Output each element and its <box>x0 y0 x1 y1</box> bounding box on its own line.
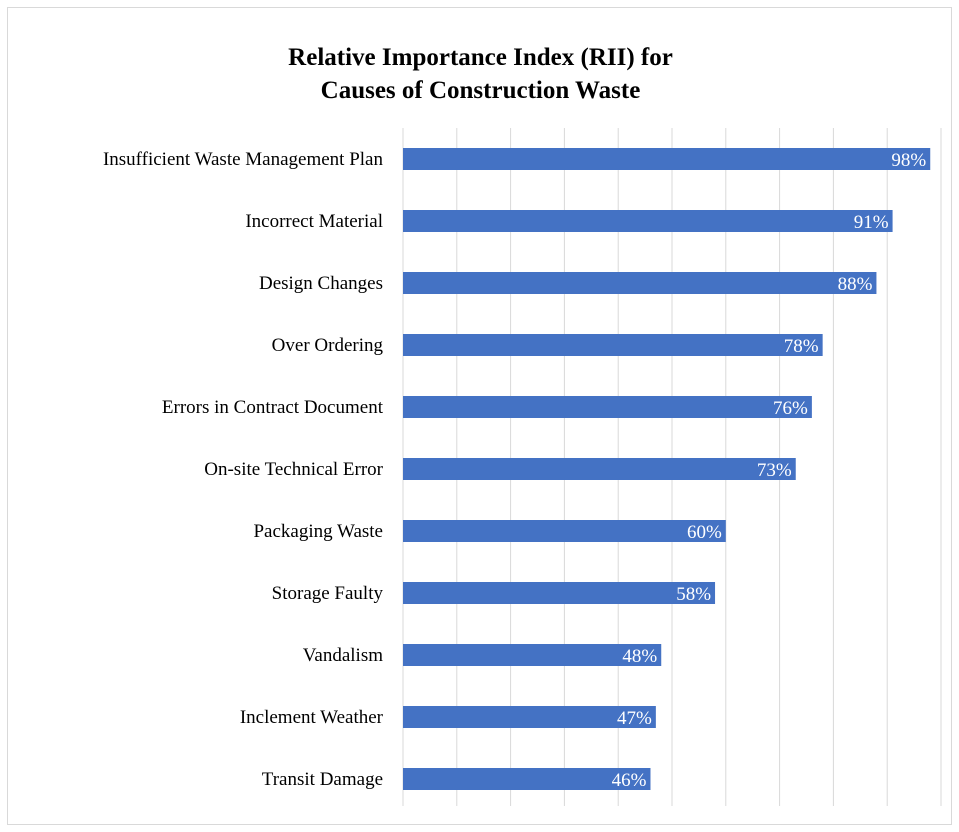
chart-title-line-1: Relative Importance Index (RII) for <box>288 44 673 71</box>
bar <box>403 582 716 604</box>
bar <box>403 396 812 418</box>
category-label: Packaging Waste <box>253 521 383 542</box>
bar <box>403 334 823 356</box>
category-label: Over Ordering <box>272 335 384 356</box>
bar <box>403 272 877 294</box>
bar <box>403 706 656 728</box>
category-label: Vandalism <box>303 645 383 666</box>
chart-title-line-2: Causes of Construction Waste <box>320 77 641 104</box>
data-label: 98% <box>891 150 926 171</box>
category-label: Incorrect Material <box>245 211 383 232</box>
data-label: 73% <box>757 460 792 481</box>
bar <box>403 644 662 666</box>
bar <box>403 768 651 790</box>
data-label: 60% <box>687 522 722 543</box>
data-label: 91% <box>854 212 889 233</box>
bar <box>403 520 726 542</box>
category-label: On-site Technical Error <box>204 459 383 480</box>
bar <box>403 148 931 170</box>
data-label: 47% <box>617 708 652 729</box>
data-label: 48% <box>622 646 657 667</box>
category-label: Design Changes <box>259 273 383 294</box>
category-label: Transit Damage <box>262 769 383 790</box>
data-label: 78% <box>784 336 819 357</box>
category-label: Storage Faulty <box>272 583 384 604</box>
data-label: 88% <box>838 274 873 295</box>
data-label: 76% <box>773 398 808 419</box>
category-label: Inclement Weather <box>240 707 384 728</box>
bar <box>403 458 796 480</box>
data-labels: 98% 91% 88% 78% 76% 73% 60% 58% 48% 47% 46% <box>612 150 927 791</box>
category-label: Insufficient Waste Management Plan <box>103 149 384 170</box>
chart-title: Relative Importance Index (RII) for Caus… <box>8 41 953 107</box>
bar <box>403 210 893 232</box>
data-label: 58% <box>676 584 711 605</box>
category-label: Errors in Contract Document <box>162 397 384 418</box>
bars <box>403 148 931 790</box>
data-label: 46% <box>612 770 647 791</box>
category-labels: Insufficient Waste Management Plan Incorr… <box>103 149 384 790</box>
